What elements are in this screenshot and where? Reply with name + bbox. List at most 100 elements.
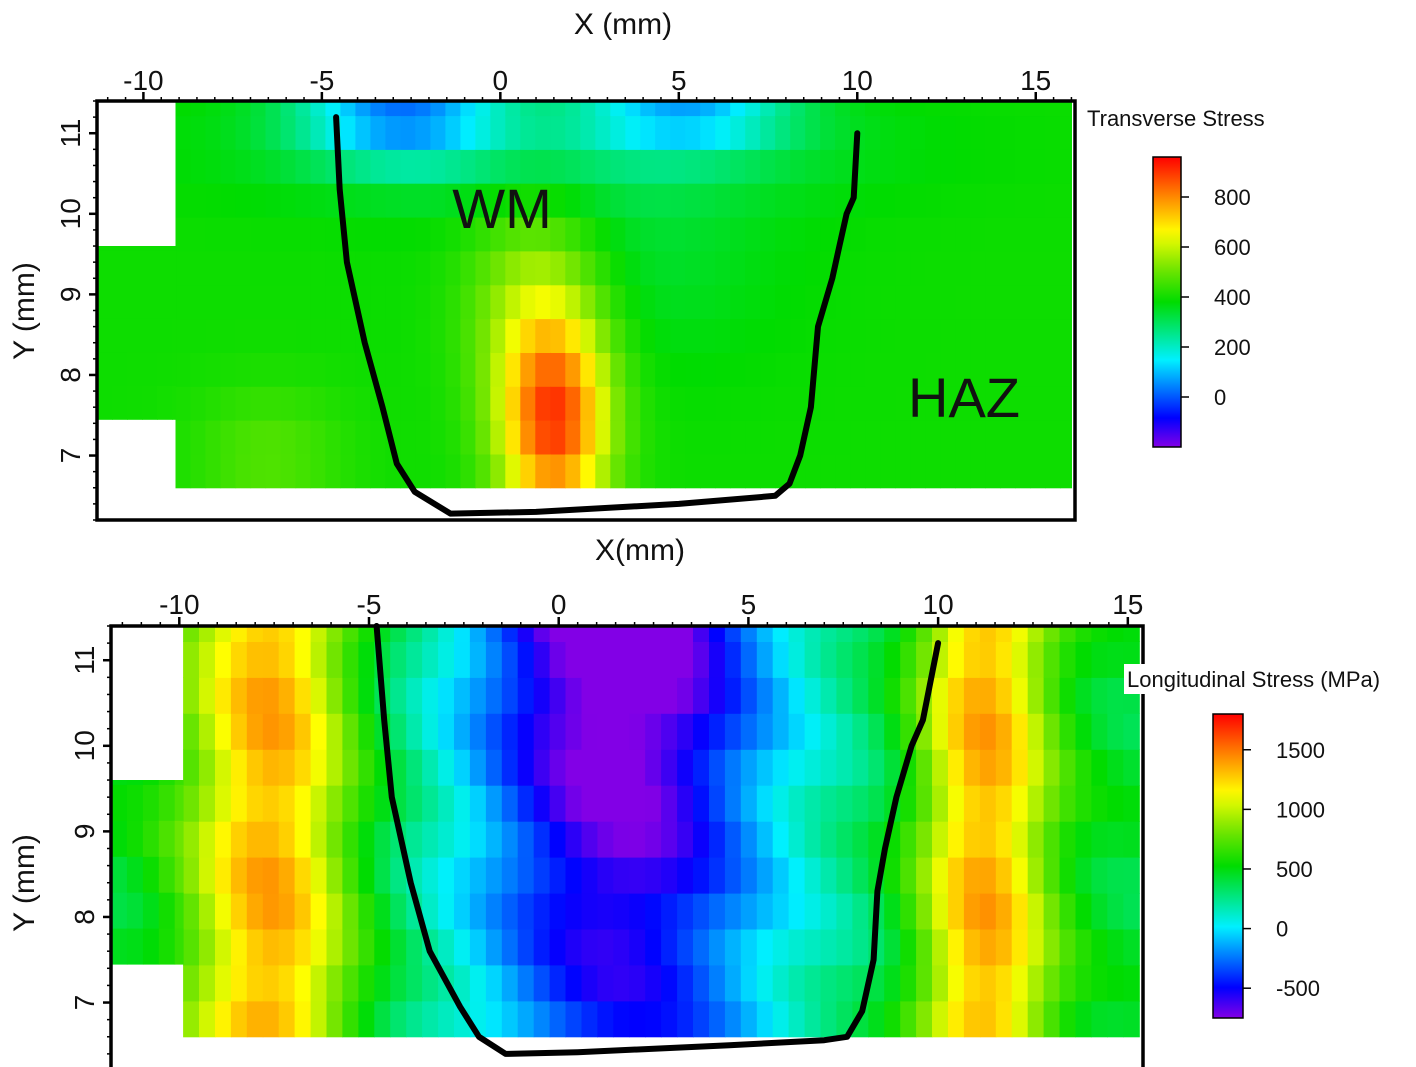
heatmap-cell <box>406 785 423 822</box>
heatmap-cell <box>505 101 521 117</box>
heatmap-cell <box>445 284 461 320</box>
heatmap-cell <box>340 386 356 421</box>
heatmap-cell <box>865 284 881 320</box>
heatmap-cell <box>142 928 160 965</box>
heatmap-cell <box>804 821 822 858</box>
heatmap-cell <box>1000 420 1016 455</box>
heatmap-cell <box>852 749 869 786</box>
heatmap-cell <box>910 217 926 252</box>
heatmap-cell <box>220 386 237 421</box>
heatmap-cell <box>1011 677 1029 714</box>
heatmap-cell <box>995 964 1013 1002</box>
heatmap-cell <box>220 149 237 184</box>
heatmap-cell <box>715 352 731 387</box>
heatmap-cell <box>230 857 248 894</box>
heatmap-cell <box>865 318 881 353</box>
heatmap-cell <box>438 893 455 930</box>
heatmap-cell <box>550 352 566 387</box>
heatmap-cell <box>310 318 326 353</box>
heatmap-cell <box>1043 893 1061 930</box>
heatmap-cell <box>730 453 746 489</box>
heatmap-cell <box>190 386 207 421</box>
heatmap-cell <box>549 677 567 714</box>
heatmap-cell <box>865 250 881 286</box>
heatmap-cell <box>613 821 630 858</box>
colorbar-gradient <box>1152 156 1182 448</box>
heatmap-cell <box>535 318 551 353</box>
heatmap-cell <box>265 420 282 455</box>
heatmap-cell <box>1043 713 1061 750</box>
heatmap-cell <box>142 246 158 251</box>
heatmap-cell <box>1059 626 1076 642</box>
heatmap-cell <box>788 893 806 930</box>
heatmap-cell <box>677 964 694 1002</box>
heatmap-cell <box>760 420 776 455</box>
heatmap-cell <box>1043 749 1061 786</box>
heatmap-cell <box>895 284 911 320</box>
heatmap-cell <box>850 420 866 455</box>
heatmap-cell <box>900 821 917 858</box>
heatmap-cell <box>445 217 461 252</box>
heatmap-cell <box>565 928 582 966</box>
heatmap-cell <box>1043 626 1061 642</box>
heatmap-cell <box>1107 713 1124 750</box>
heatmap-cell <box>1030 101 1046 117</box>
heatmap-cell <box>230 641 248 678</box>
heatmap-cell <box>485 677 503 714</box>
heatmap-cell <box>295 183 312 218</box>
heatmap-cell <box>852 857 869 894</box>
heatmap-cell <box>610 101 626 117</box>
heatmap-cell <box>850 453 866 489</box>
heatmap-cell <box>280 149 297 184</box>
heatmap-cell <box>199 964 216 1002</box>
heatmap-cell <box>884 857 901 894</box>
heatmap-cell <box>1075 821 1092 858</box>
heatmap-cell <box>880 149 896 184</box>
heatmap-cell <box>205 386 222 421</box>
heatmap-cell <box>685 352 701 387</box>
heatmap-cell <box>884 677 901 714</box>
heatmap-cell <box>613 785 630 822</box>
heatmap-cell <box>501 641 519 678</box>
heatmap-cell <box>520 318 536 353</box>
heatmap-cell <box>490 420 506 455</box>
heatmap-cell <box>111 856 128 893</box>
heatmap-cell <box>342 1000 359 1038</box>
heatmap-cell <box>709 749 726 786</box>
heatmap-cell <box>677 641 694 678</box>
heatmap-cell <box>172 246 177 251</box>
heatmap-cell <box>310 101 326 117</box>
heatmap-cell <box>880 101 896 117</box>
heatmap-cell <box>358 1000 375 1038</box>
heatmap-cell <box>262 857 280 894</box>
heatmap-cell <box>520 352 536 387</box>
heatmap-cell <box>325 420 341 455</box>
heatmap-cell <box>250 352 267 387</box>
heatmap-cell <box>460 318 476 353</box>
heatmap-cell <box>326 928 343 966</box>
heatmap-cell <box>565 713 582 750</box>
heatmap-cell <box>580 115 596 150</box>
heatmap-cell <box>775 318 791 353</box>
heatmap-cell <box>278 964 296 1002</box>
heatmap-cell <box>709 626 726 642</box>
heatmap-cell <box>661 641 678 678</box>
heatmap-cell <box>740 641 758 678</box>
heatmap-cell <box>215 641 232 678</box>
heatmap-cell <box>183 821 200 858</box>
heatmap-cell <box>884 641 901 678</box>
heatmap-cell <box>700 386 716 421</box>
heatmap-cell <box>358 928 375 966</box>
x-tick-label: 15 <box>1112 589 1143 620</box>
heatmap-cell <box>963 928 981 966</box>
heatmap-cell <box>610 420 626 455</box>
heatmap-cell <box>625 250 641 286</box>
heatmap-cell <box>1000 318 1016 353</box>
heatmap-cell <box>549 821 567 858</box>
heatmap-cell <box>775 420 791 455</box>
heatmap-cell <box>895 420 911 455</box>
heatmap-cell <box>1043 1000 1061 1038</box>
heatmap-cell <box>595 149 611 184</box>
heatmap-cell <box>1075 785 1092 822</box>
